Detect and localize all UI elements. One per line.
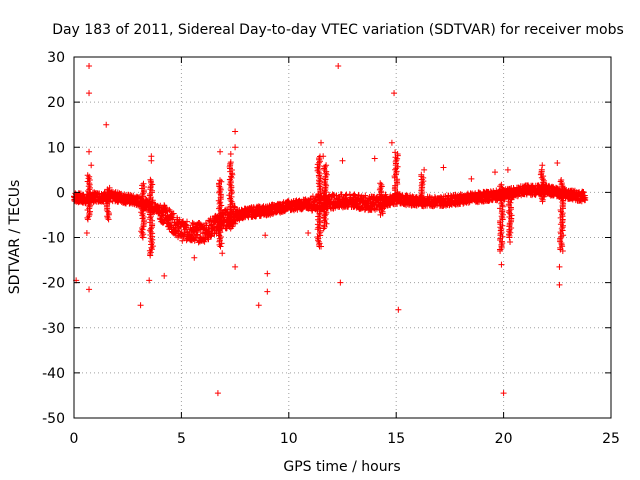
y-tick-label: -50: [42, 411, 65, 427]
y-axis-label: SDTVAR / TECUs: [7, 180, 23, 295]
outlier-point: [86, 63, 93, 70]
outlier-point: [318, 139, 325, 146]
outlier-point: [219, 250, 226, 257]
outlier-point: [440, 164, 447, 171]
x-tick-label: 25: [602, 431, 620, 447]
x-tick-label: 20: [495, 431, 513, 447]
outlier-point: [83, 229, 90, 236]
y-tick-label: -10: [42, 231, 65, 247]
y-tick-label: 10: [47, 140, 65, 156]
x-tick-labels: 0 5 10 15 20 25: [70, 431, 620, 447]
outlier-point: [264, 288, 271, 295]
outlier-point: [232, 144, 239, 151]
outlier-point: [388, 139, 395, 146]
outlier-point: [146, 277, 153, 284]
outlier-point: [86, 286, 93, 293]
outlier-point: [337, 279, 344, 286]
outlier-point: [498, 261, 505, 268]
y-tick-label: 20: [47, 95, 65, 111]
outlier-point: [88, 162, 95, 169]
outlier-point: [161, 272, 168, 279]
outlier-point: [468, 175, 475, 182]
outlier-point: [391, 90, 398, 97]
outlier-point: [339, 157, 346, 164]
outlier-point: [556, 281, 563, 288]
chart-title: Day 183 of 2011, Sidereal Day-to-day VTE…: [52, 22, 624, 38]
y-tick-label: 30: [47, 50, 65, 66]
outlier-point: [232, 263, 239, 270]
x-tick-label: 15: [387, 431, 405, 447]
outlier-point: [86, 148, 93, 155]
outlier-point: [305, 229, 312, 236]
outlier-point: [556, 263, 563, 270]
outlier-point: [217, 148, 224, 155]
outlier-point: [395, 306, 402, 313]
outlier-point: [148, 157, 155, 164]
x-tick-label: 0: [70, 431, 79, 447]
outlier-point: [320, 153, 327, 160]
y-tick-label: -20: [42, 276, 65, 292]
outlier-point: [86, 90, 93, 97]
y-tick-label: 0: [56, 185, 65, 201]
x-axis-label: GPS time / hours: [283, 459, 400, 475]
outlier-point: [191, 254, 198, 261]
outlier-point: [504, 166, 511, 173]
outlier-point: [262, 232, 269, 239]
outlier-point: [264, 270, 271, 277]
outlier-point: [371, 155, 378, 162]
y-tick-label: -30: [42, 321, 65, 337]
y-tick-labels: -50 -40 -30 -20 -10 0 10 20 30: [42, 50, 65, 427]
outlier-point: [318, 243, 325, 250]
axis-ticks: [73, 56, 612, 419]
outlier-point: [227, 151, 234, 158]
outlier-point: [492, 169, 499, 176]
outlier-point: [103, 121, 110, 128]
outlier-point: [539, 162, 546, 169]
x-tick-label: 10: [280, 431, 298, 447]
x-tick-label: 5: [177, 431, 186, 447]
outlier-point: [554, 160, 561, 167]
outlier-point: [500, 390, 507, 397]
outlier-point: [507, 239, 514, 246]
outlier-point: [421, 166, 428, 173]
outlier-point: [335, 63, 342, 70]
y-tick-label: -40: [42, 366, 65, 382]
outlier-point: [137, 302, 144, 309]
outlier-point: [255, 302, 262, 309]
outlier-point: [232, 128, 239, 135]
outlier-point: [214, 390, 221, 397]
